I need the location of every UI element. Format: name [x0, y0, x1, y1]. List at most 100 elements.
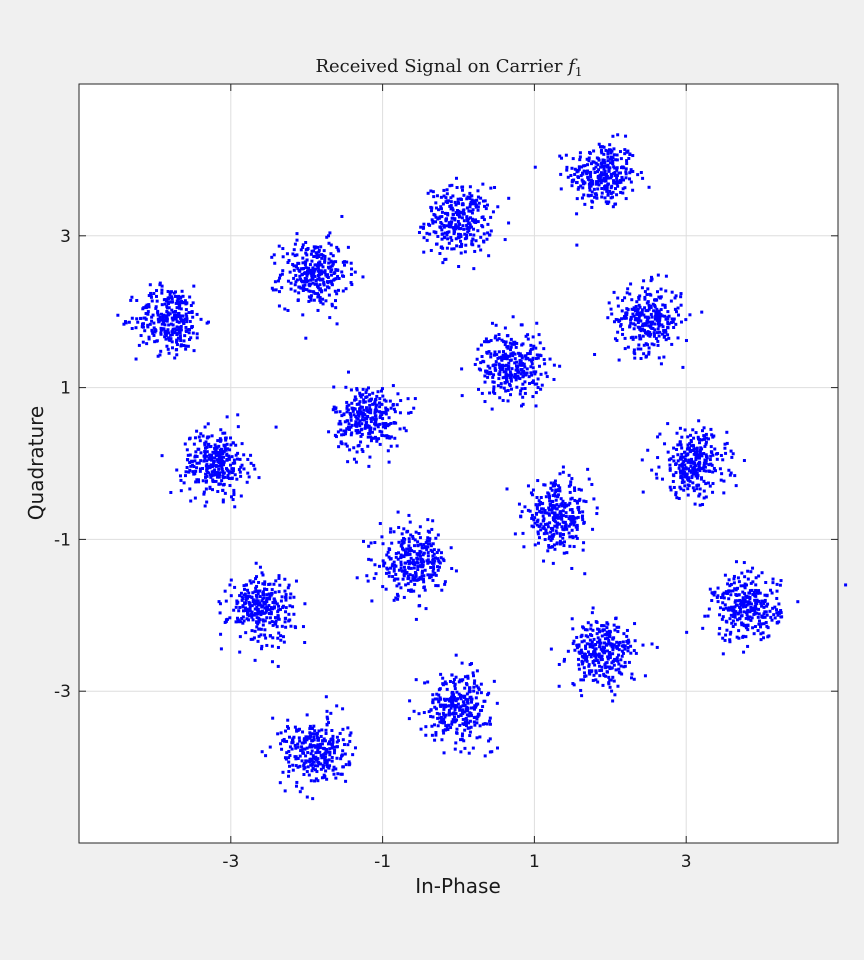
data-point	[272, 582, 276, 586]
data-point	[519, 362, 523, 366]
data-point	[436, 533, 440, 537]
data-point	[223, 447, 227, 451]
data-point	[505, 377, 509, 381]
data-point	[468, 185, 472, 189]
data-point	[616, 330, 620, 334]
data-point	[248, 601, 252, 605]
data-point	[411, 574, 415, 578]
data-point	[640, 324, 644, 328]
data-point	[721, 636, 725, 640]
data-point	[571, 518, 575, 522]
data-point	[643, 674, 647, 678]
data-point	[271, 288, 275, 292]
data-point	[588, 653, 592, 657]
data-point	[734, 484, 738, 488]
data-point	[296, 742, 300, 746]
data-point	[531, 379, 535, 383]
data-point	[407, 548, 411, 552]
data-point	[166, 300, 170, 304]
data-point	[658, 315, 662, 319]
data-point	[294, 265, 298, 269]
data-point	[224, 448, 228, 452]
data-point	[585, 628, 589, 632]
chart-title-text: Received Signal on Carrier	[315, 56, 562, 77]
data-point	[325, 762, 329, 766]
data-point	[558, 542, 562, 546]
data-point	[533, 543, 537, 547]
data-point	[367, 464, 371, 468]
data-point	[549, 526, 553, 530]
data-point	[342, 743, 346, 747]
data-point	[611, 659, 615, 663]
data-point	[620, 317, 624, 321]
data-point	[255, 599, 259, 603]
data-point	[697, 494, 701, 498]
data-point	[444, 703, 448, 707]
data-point	[604, 184, 608, 188]
data-point	[536, 518, 540, 522]
data-point	[412, 406, 416, 410]
data-point	[631, 169, 635, 173]
data-point	[232, 488, 236, 492]
data-point	[514, 378, 518, 382]
data-point	[225, 468, 229, 472]
data-point	[481, 225, 485, 229]
data-point	[575, 501, 579, 505]
data-point	[154, 294, 158, 298]
data-point	[231, 498, 235, 502]
data-point	[593, 170, 597, 174]
data-point	[281, 269, 285, 273]
data-point	[599, 165, 603, 169]
data-point	[686, 460, 690, 464]
data-point	[331, 408, 335, 412]
data-point	[567, 524, 571, 528]
data-point	[513, 352, 517, 356]
data-point	[600, 657, 604, 661]
data-point	[628, 177, 632, 181]
data-point	[672, 474, 676, 478]
data-point	[460, 661, 464, 665]
data-point	[692, 436, 696, 440]
data-point	[485, 722, 489, 726]
data-point	[618, 150, 622, 154]
data-point	[310, 769, 314, 773]
data-point	[736, 599, 740, 603]
data-point	[369, 420, 373, 424]
data-point	[301, 261, 305, 265]
data-point	[292, 595, 296, 599]
data-point	[143, 329, 147, 333]
data-point	[381, 559, 385, 563]
data-point	[550, 499, 554, 503]
data-point	[479, 248, 483, 252]
data-point	[453, 684, 457, 688]
data-point	[725, 430, 729, 434]
data-point	[450, 216, 454, 220]
data-point	[521, 395, 525, 399]
data-point	[231, 469, 235, 473]
data-point	[293, 755, 297, 759]
data-point	[178, 326, 182, 330]
data-point	[388, 399, 392, 403]
data-point	[644, 354, 648, 358]
data-point	[259, 633, 263, 637]
data-point	[396, 594, 400, 598]
data-point	[489, 339, 493, 343]
data-point	[634, 335, 638, 339]
data-point	[691, 472, 695, 476]
data-point	[220, 463, 224, 467]
data-point	[432, 195, 436, 199]
data-point	[442, 717, 446, 721]
data-point	[750, 616, 754, 620]
data-point	[777, 602, 781, 606]
data-point	[608, 157, 612, 161]
data-point	[461, 704, 465, 708]
data-point	[353, 270, 357, 274]
data-point	[321, 764, 325, 768]
data-point	[364, 424, 368, 428]
data-point	[456, 197, 460, 201]
data-point	[335, 292, 339, 296]
data-point	[459, 705, 463, 709]
data-point	[633, 356, 637, 360]
data-point	[531, 366, 535, 370]
data-point	[682, 488, 686, 492]
